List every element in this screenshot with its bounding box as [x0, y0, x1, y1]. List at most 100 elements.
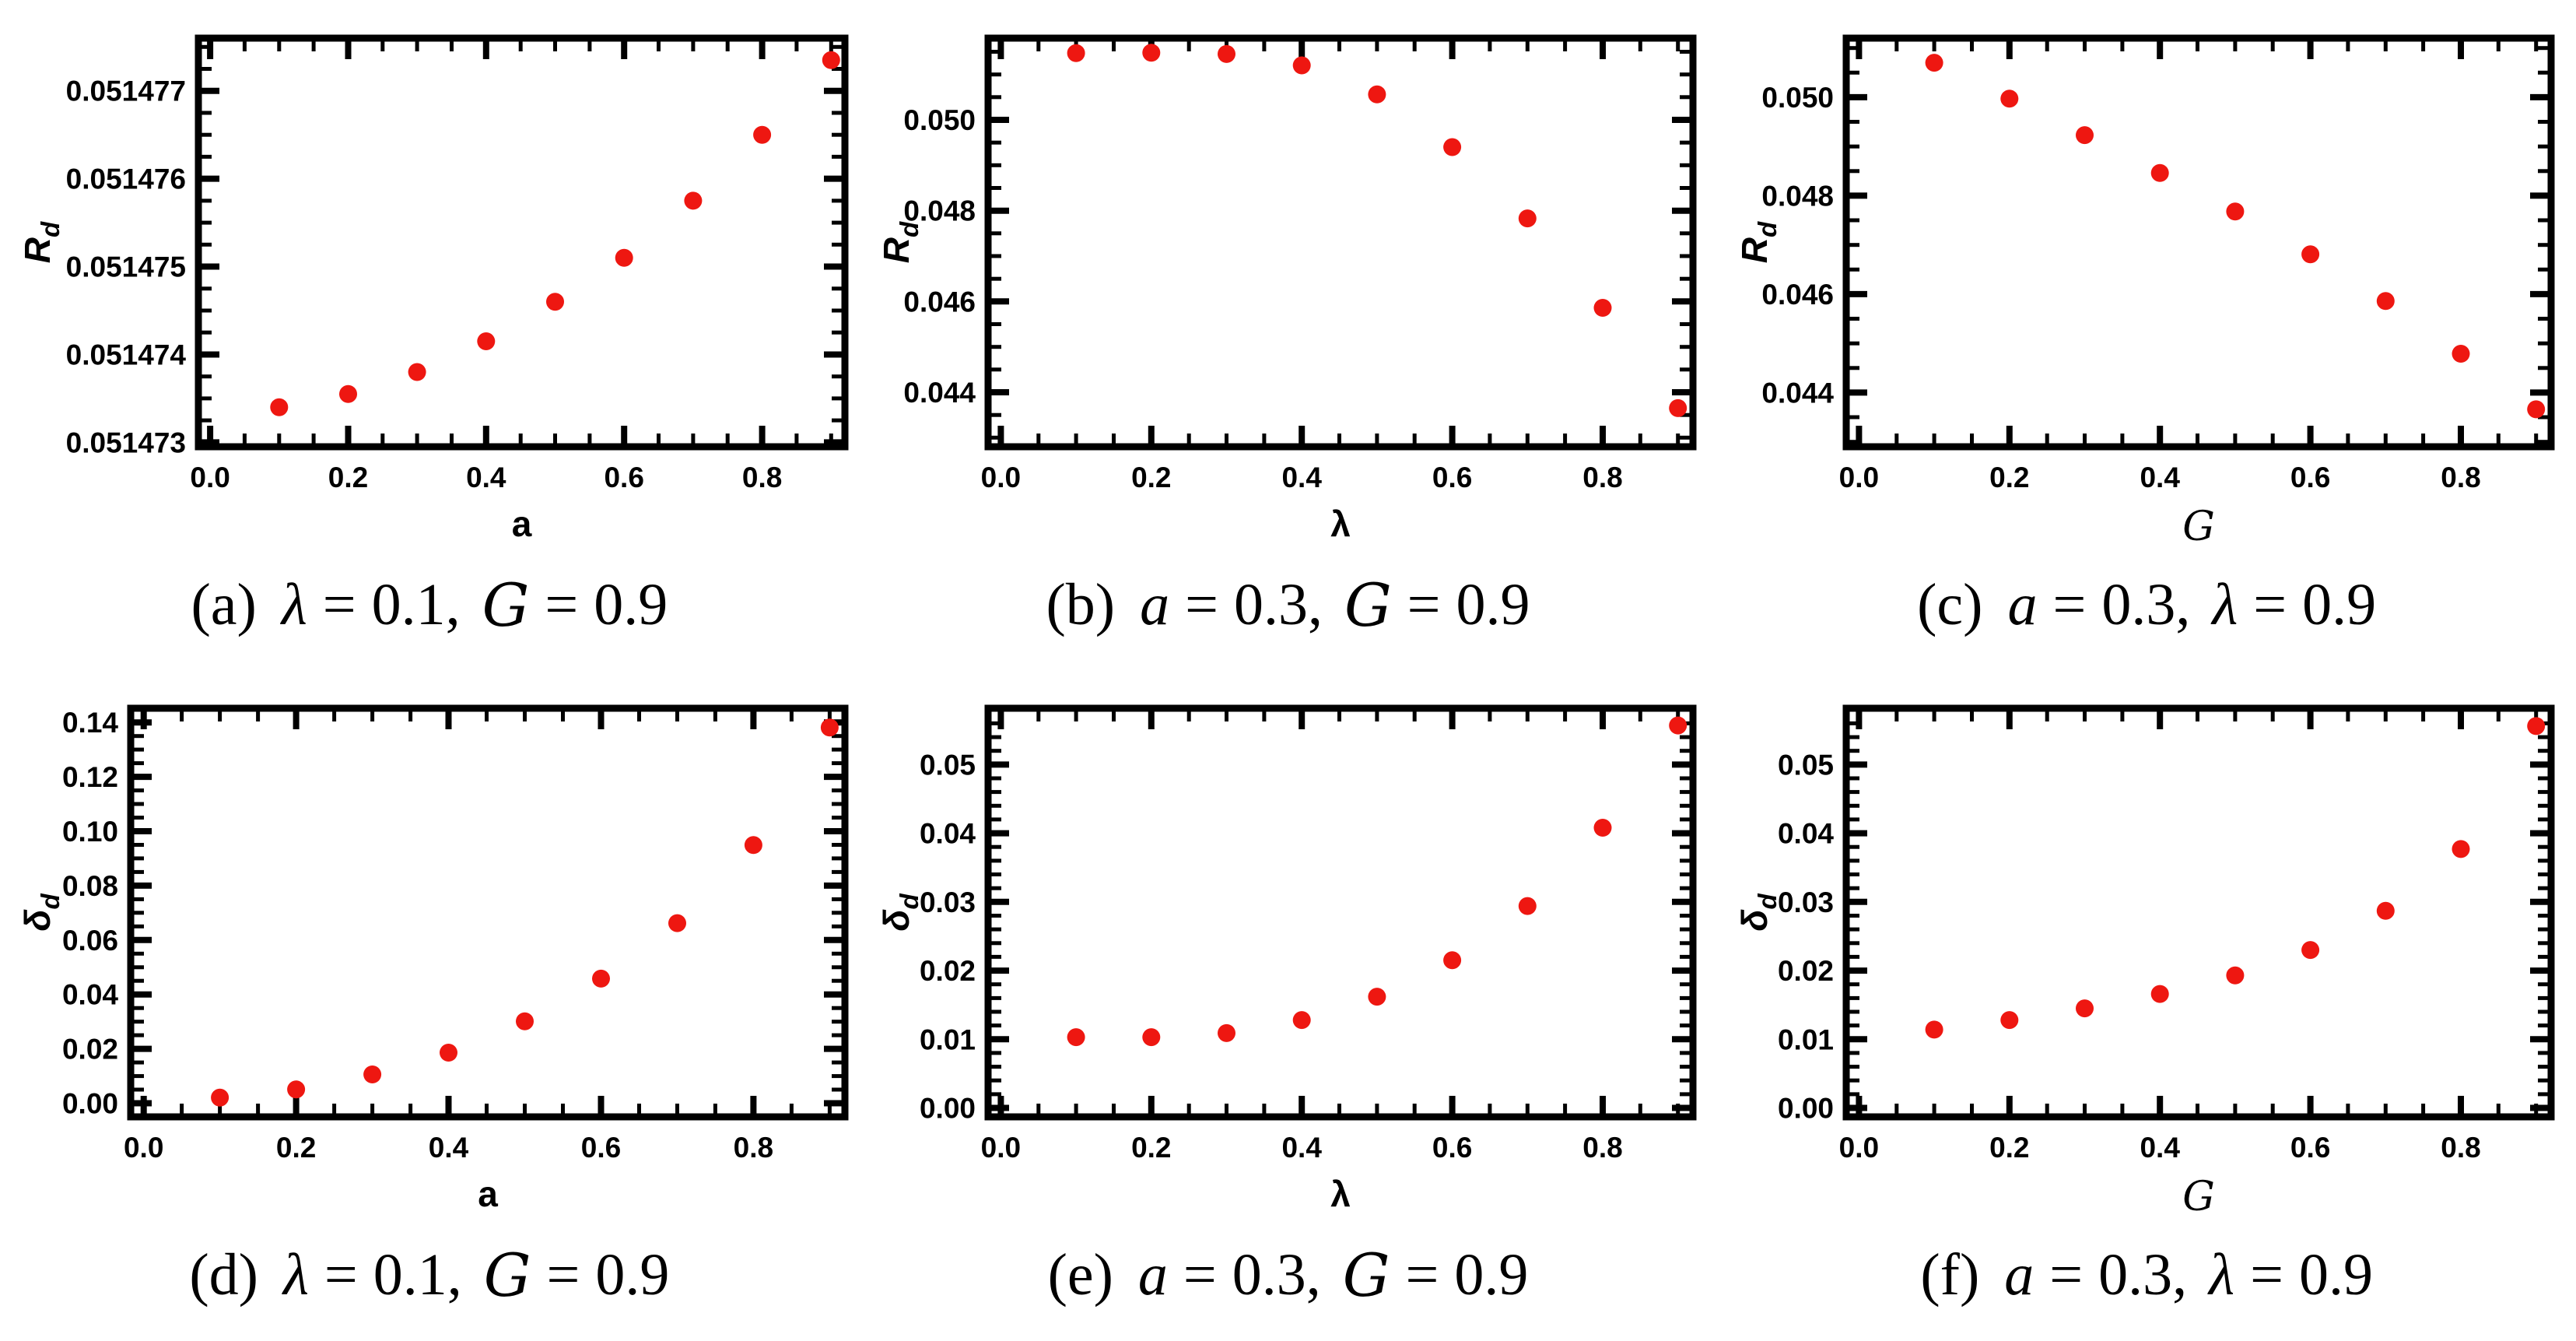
scatter-plot-c: 0.0 0.2 0.4 0.6 0.8 0.044 0.046 0.048 0.050 G Rd — [1734, 34, 2555, 548]
svg-text:0.0: 0.0 — [124, 1132, 163, 1164]
caption-index: (e) — [1047, 1241, 1113, 1308]
svg-text:0.046: 0.046 — [1762, 279, 1835, 311]
svg-text:λ: λ — [1330, 504, 1351, 544]
svg-text:0.048: 0.048 — [1762, 180, 1835, 212]
caption-b: (b) a = 0.3, G = 0.9 — [859, 548, 1718, 662]
equals-sign: = — [2049, 1241, 2084, 1308]
svg-text:0.2: 0.2 — [1989, 1132, 2029, 1164]
panel-a: 0.0 0.2 0.4 0.6 0.8 0.051473 0.051474 0.051475 0… — [0, 0, 859, 670]
caption-symbol-script-g: G — [483, 1240, 531, 1310]
caption-index: (d) — [189, 1241, 258, 1308]
svg-text:0.0: 0.0 — [980, 1132, 1020, 1164]
equals-sign: = — [1407, 571, 1441, 637]
svg-text:0.2: 0.2 — [328, 462, 368, 493]
svg-text:0.4: 0.4 — [1281, 1132, 1322, 1164]
svg-text:0.04: 0.04 — [1778, 818, 1834, 850]
caption-symbol-a: a — [1140, 571, 1170, 637]
svg-text:0.06: 0.06 — [62, 925, 118, 957]
svg-text:Rd: Rd — [1734, 221, 1782, 263]
caption-a: (a) λ = 0.1, G = 0.9 — [0, 548, 859, 662]
caption-value: 0.9 — [594, 571, 668, 637]
svg-text:0.048: 0.048 — [903, 195, 976, 227]
svg-text:0.4: 0.4 — [2140, 462, 2181, 493]
svg-text:0.6: 0.6 — [604, 462, 643, 493]
caption-index: (b) — [1046, 571, 1116, 637]
svg-text:0.10: 0.10 — [62, 816, 118, 848]
equals-sign: = — [2052, 571, 2087, 637]
svg-text:0.0: 0.0 — [1839, 462, 1879, 493]
comma: , — [1307, 571, 1323, 637]
caption-e: (e) a = 0.3, G = 0.9 — [859, 1218, 1718, 1332]
equals-sign: = — [322, 571, 356, 637]
svg-text:0.050: 0.050 — [1762, 82, 1835, 114]
svg-text:0.051475: 0.051475 — [66, 251, 186, 283]
svg-text:G: G — [2183, 504, 2216, 548]
svg-text:0.00: 0.00 — [1778, 1093, 1834, 1125]
comma: , — [1306, 1241, 1321, 1308]
caption-index: (f) — [1920, 1241, 1980, 1308]
svg-text:0.051477: 0.051477 — [66, 75, 186, 107]
svg-text:0.4: 0.4 — [2140, 1132, 2181, 1164]
svg-text:0.6: 0.6 — [2290, 1132, 2330, 1164]
svg-text:0.01: 0.01 — [1778, 1023, 1834, 1055]
scatter-plot-d: 0.0 0.2 0.4 0.6 0.8 0.00 0.02 0.04 0.06 0.08 0.10 0… — [17, 704, 849, 1214]
caption-symbol-a: a — [2004, 1241, 2035, 1308]
scatter-plot-f: 0.0 0.2 0.4 0.6 0.8 0.00 0.01 0.02 0.03 0.04 0.05 G… — [1734, 704, 2555, 1218]
comma: , — [2172, 1241, 2188, 1308]
caption-value: 0.9 — [2298, 1241, 2373, 1308]
caption-value: 0.1 — [371, 571, 446, 637]
caption-value: 0.3 — [1232, 1241, 1306, 1308]
svg-text:0.044: 0.044 — [1762, 377, 1835, 409]
svg-text:λ: λ — [1330, 1174, 1351, 1214]
scatter-plot-a: 0.0 0.2 0.4 0.6 0.8 0.051473 0.051474 0.051475 0… — [17, 34, 849, 544]
svg-text:G: G — [2183, 1174, 2216, 1218]
svg-text:0.0: 0.0 — [980, 462, 1020, 493]
svg-text:δd: δd — [1734, 893, 1782, 932]
svg-text:0.4: 0.4 — [466, 462, 506, 493]
svg-text:Rd: Rd — [876, 221, 924, 263]
svg-text:0.2: 0.2 — [1131, 1132, 1171, 1164]
svg-text:0.12: 0.12 — [62, 761, 118, 793]
svg-text:0.6: 0.6 — [581, 1132, 621, 1164]
panel-d: 0.0 0.2 0.4 0.6 0.8 0.00 0.02 0.04 0.06 0.08 0.10 0… — [0, 670, 859, 1341]
svg-text:0.03: 0.03 — [920, 886, 976, 918]
equals-sign: = — [1185, 571, 1218, 637]
svg-text:0.046: 0.046 — [903, 286, 976, 318]
caption-symbol-script-g: G — [482, 570, 530, 640]
caption-symbol-lambda: λ — [2212, 571, 2238, 637]
caption-symbol-a: a — [2007, 571, 2038, 637]
svg-text:0.051476: 0.051476 — [66, 163, 186, 195]
svg-text:0.051474: 0.051474 — [66, 339, 187, 371]
svg-text:0.8: 0.8 — [2441, 1132, 2481, 1164]
svg-text:0.051473: 0.051473 — [66, 427, 186, 458]
caption-value: 0.9 — [2302, 571, 2377, 637]
caption-c: (c) a = 0.3, λ = 0.9 — [1717, 548, 2576, 662]
svg-text:0.03: 0.03 — [1778, 886, 1834, 918]
equals-sign: = — [1183, 1241, 1217, 1308]
svg-text:0.04: 0.04 — [920, 818, 976, 850]
caption-symbol-lambda: λ — [282, 1241, 309, 1308]
svg-text:0.8: 0.8 — [742, 462, 782, 493]
svg-text:0.2: 0.2 — [276, 1132, 316, 1164]
svg-text:0.6: 0.6 — [1432, 462, 1472, 493]
caption-symbol-script-g: G — [1342, 1240, 1390, 1310]
svg-text:0.0: 0.0 — [1839, 1132, 1879, 1164]
caption-index: (c) — [1917, 571, 1983, 637]
svg-text:0.8: 0.8 — [2441, 462, 2481, 493]
equals-sign: = — [545, 571, 579, 637]
caption-value: 0.9 — [1454, 1241, 1529, 1308]
svg-text:0.0: 0.0 — [190, 462, 230, 493]
comma: , — [445, 571, 461, 637]
equals-sign: = — [1405, 1241, 1439, 1308]
svg-text:Rd: Rd — [17, 221, 65, 263]
svg-text:0.2: 0.2 — [1131, 462, 1171, 493]
panel-b: 0.0 0.2 0.4 0.6 0.8 0.044 0.046 0.048 0.050 λ Rd (… — [859, 0, 1718, 670]
caption-f: (f) a = 0.3, λ = 0.9 — [1717, 1218, 2576, 1332]
comma: , — [447, 1241, 462, 1308]
caption-value: 0.9 — [595, 1241, 670, 1308]
svg-text:a: a — [478, 1174, 498, 1214]
svg-text:0.4: 0.4 — [1281, 462, 1322, 493]
caption-index: (a) — [191, 571, 257, 637]
